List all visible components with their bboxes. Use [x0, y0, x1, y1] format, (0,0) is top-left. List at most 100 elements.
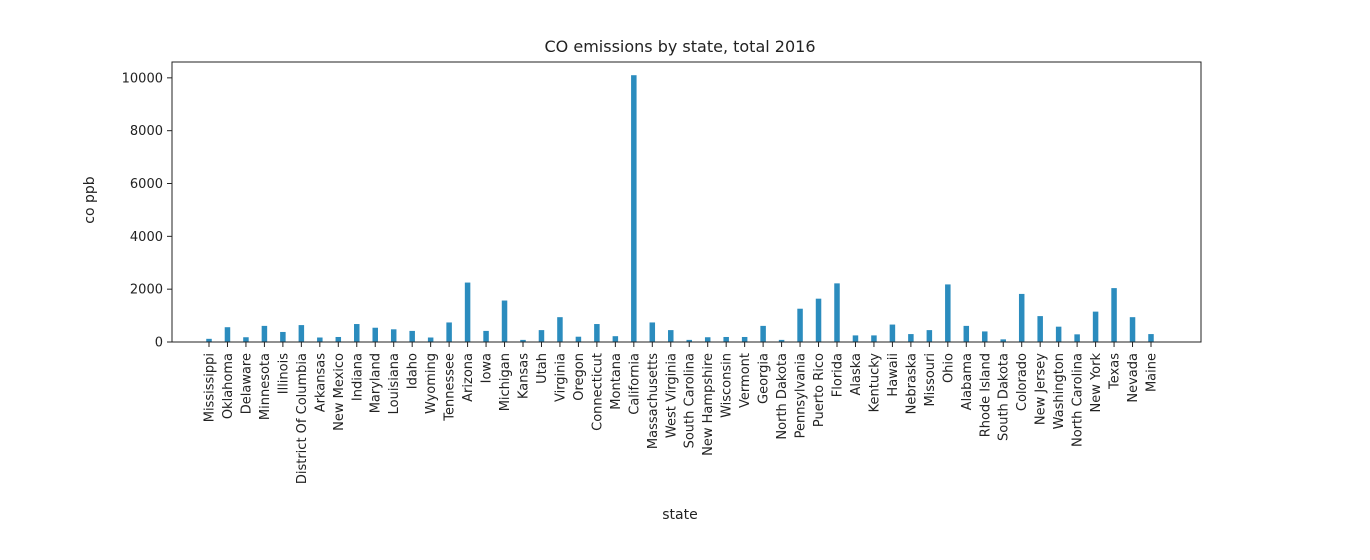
bar-oregon	[575, 336, 582, 342]
x-tick-label: Arkansas	[313, 353, 328, 412]
x-axis: Mississippi Oklahoma Delaware Minnesota Illi…	[203, 342, 1160, 484]
x-tick-label: Missouri	[923, 353, 938, 407]
bar-indiana	[354, 324, 360, 342]
x-tick-label: West Virginia	[664, 353, 679, 438]
x-tick-label: Tennessee	[443, 353, 458, 422]
x-tick-label: Alabama	[960, 353, 975, 410]
x-tick-label: Texas	[1108, 353, 1123, 390]
x-tick-label: Rhode Island	[978, 353, 993, 437]
bar-maine	[1148, 334, 1154, 342]
x-tick-label: Georgia	[757, 353, 772, 404]
x-tick-label: Illinois	[276, 353, 291, 394]
bar-nevada	[1129, 317, 1136, 342]
x-tick-label: Florida	[831, 353, 846, 397]
x-tick-label: North Carolina	[1071, 353, 1086, 447]
x-tick-label: Massachusetts	[646, 353, 661, 449]
bar-south-dakota	[1000, 339, 1006, 342]
bar-kansas	[520, 339, 526, 342]
bar-kentucky	[871, 335, 877, 342]
y-tick-label: 8000	[130, 124, 163, 139]
x-tick-label: Oregon	[572, 353, 587, 401]
bar-new-jersey	[1037, 316, 1043, 342]
bar-colorado	[1018, 293, 1025, 342]
bar-delaware	[243, 337, 249, 342]
bar-arkansas	[317, 337, 323, 342]
bar-new-hampshire	[704, 337, 711, 342]
bar-washington	[1055, 326, 1062, 342]
x-tick-label: New Hampshire	[701, 353, 716, 456]
x-tick-label: South Carolina	[683, 353, 698, 448]
x-tick-label: Maryland	[369, 353, 384, 413]
bar-pennsylvania	[797, 308, 803, 342]
x-tick-label: District Of Columbia	[295, 353, 310, 484]
bar-idaho	[409, 330, 415, 342]
x-tick-label: Michigan	[498, 353, 513, 411]
bar-minnesota	[261, 325, 268, 342]
bar-rhode-island	[982, 331, 988, 342]
x-tick-label: Nebraska	[904, 353, 919, 414]
y-tick-label: 2000	[130, 283, 163, 298]
x-tick-label: Nevada	[1126, 353, 1141, 403]
bar-new-mexico	[335, 336, 342, 342]
y-axis-title: co ppb	[82, 176, 98, 223]
x-tick-label: Mississippi	[203, 353, 218, 422]
bar-tennessee	[446, 322, 452, 342]
y-tick-label: 0	[155, 336, 163, 351]
x-tick-label: Idaho	[406, 353, 421, 389]
y-axis: 0 2000 4000 6000 8000 10000	[122, 71, 172, 351]
bar-alaska	[852, 335, 859, 342]
x-tick-label: Utah	[535, 353, 550, 384]
x-tick-label: Kansas	[517, 353, 532, 399]
x-tick-label: Connecticut	[590, 353, 605, 431]
x-tick-label: Virginia	[553, 353, 568, 402]
bar-puerto-rico	[815, 298, 822, 342]
bar-north-carolina	[1074, 334, 1080, 342]
bar-louisiana	[390, 329, 397, 342]
x-tick-label: Kentucky	[867, 353, 882, 413]
x-tick-label: Minnesota	[258, 353, 273, 420]
x-tick-label: New Jersey	[1034, 353, 1049, 425]
bar-vermont	[741, 336, 748, 342]
x-tick-label: Alaska	[849, 353, 864, 396]
bar-ohio	[945, 284, 951, 342]
x-tick-label: Wyoming	[424, 353, 439, 414]
bar-arizona	[464, 282, 471, 342]
x-tick-label: North Dakota	[775, 353, 790, 440]
x-tick-label: New York	[1089, 353, 1104, 413]
bar-illinois	[280, 331, 286, 342]
x-tick-label: New Mexico	[332, 353, 347, 431]
x-tick-label: Colorado	[1015, 353, 1030, 411]
bar-iowa	[483, 330, 489, 342]
bar-west-virginia	[668, 330, 674, 342]
bar-maryland	[372, 327, 378, 342]
x-tick-label: Arizona	[461, 353, 476, 402]
bar-mississippi	[206, 338, 212, 342]
x-tick-label: Hawaii	[886, 353, 901, 397]
bar-california	[631, 75, 637, 342]
x-tick-label: Louisiana	[387, 353, 402, 414]
x-tick-label: Ohio	[941, 353, 956, 383]
plot-frame	[171, 61, 1202, 343]
bar-alabama	[963, 325, 970, 342]
x-tick-label: Delaware	[239, 353, 254, 414]
bar-missouri	[926, 330, 933, 342]
bar-virginia	[557, 317, 563, 342]
x-tick-label: Montana	[609, 353, 624, 410]
x-tick-label: Oklahoma	[221, 353, 236, 419]
bar-nebraska	[908, 334, 914, 342]
bar-texas	[1111, 288, 1117, 342]
bar-florida	[834, 283, 840, 342]
bar-wyoming	[427, 337, 434, 342]
bar-connecticut	[594, 324, 600, 342]
bar-south-carolina	[686, 339, 692, 342]
x-tick-label: Maine	[1145, 353, 1160, 392]
bar-new-york	[1092, 311, 1099, 342]
bar-montana	[612, 336, 619, 342]
bar-massachusetts	[649, 322, 656, 342]
bars-group	[206, 75, 1154, 342]
bar-utah	[538, 330, 545, 342]
x-tick-label: Vermont	[738, 353, 753, 408]
bar-michigan	[501, 300, 508, 342]
bar-georgia	[760, 325, 766, 342]
